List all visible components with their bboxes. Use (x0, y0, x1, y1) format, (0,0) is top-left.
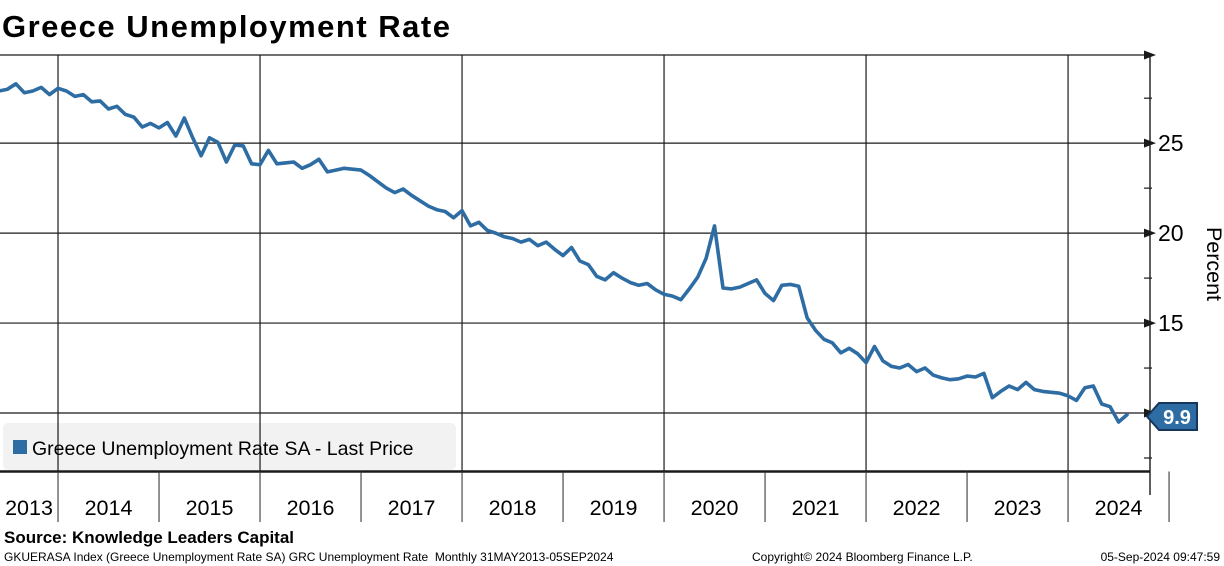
footer-copyright: Copyright© 2024 Bloomberg Finance L.P. (752, 550, 973, 564)
last-price-value: 9.9 (1163, 407, 1191, 429)
y-tick-label: 25 (1158, 130, 1184, 156)
y-tick-label: 20 (1158, 220, 1184, 246)
x-year-label: 2020 (691, 496, 739, 520)
x-year-label: 2023 (994, 496, 1042, 520)
series-line (0, 82, 1129, 424)
y-tick-label: 15 (1158, 310, 1184, 336)
x-year-label: 2017 (388, 496, 436, 520)
x-year-label: 2013 (5, 496, 53, 520)
x-year-label: 2021 (792, 496, 840, 520)
data-series (0, 82, 1129, 424)
footer-ticker-info: GKUERASA Index (Greece Unemployment Rate… (4, 550, 614, 564)
page-title: Greece Unemployment Rate (2, 9, 451, 44)
x-year-label: 2019 (590, 496, 638, 520)
x-year-label: 2014 (85, 496, 133, 520)
x-year-label: 2018 (489, 496, 537, 520)
axes (0, 50, 1170, 522)
last-price-badge-shape (1145, 402, 1198, 431)
last-price-badge: 9.9 (1145, 402, 1198, 431)
legend: Greece Unemployment Rate SA - Last Price (13, 438, 414, 460)
source-line: Source: Knowledge Leaders Capital (4, 528, 294, 547)
x-year-label: 2016 (287, 496, 335, 520)
footer-timestamp: 05-Sep-2024 09:47:59 (1101, 550, 1221, 564)
x-year-label: 2022 (893, 496, 941, 520)
gridlines (0, 55, 1156, 472)
legend-box (3, 423, 456, 470)
y-axis-title: Percent (1202, 227, 1224, 301)
x-year-label: 2015 (186, 496, 234, 520)
x-year-label: 2024 (1095, 496, 1143, 520)
legend-marker-icon (13, 440, 27, 454)
legend-label: Greece Unemployment Rate SA - Last Price (32, 438, 414, 460)
